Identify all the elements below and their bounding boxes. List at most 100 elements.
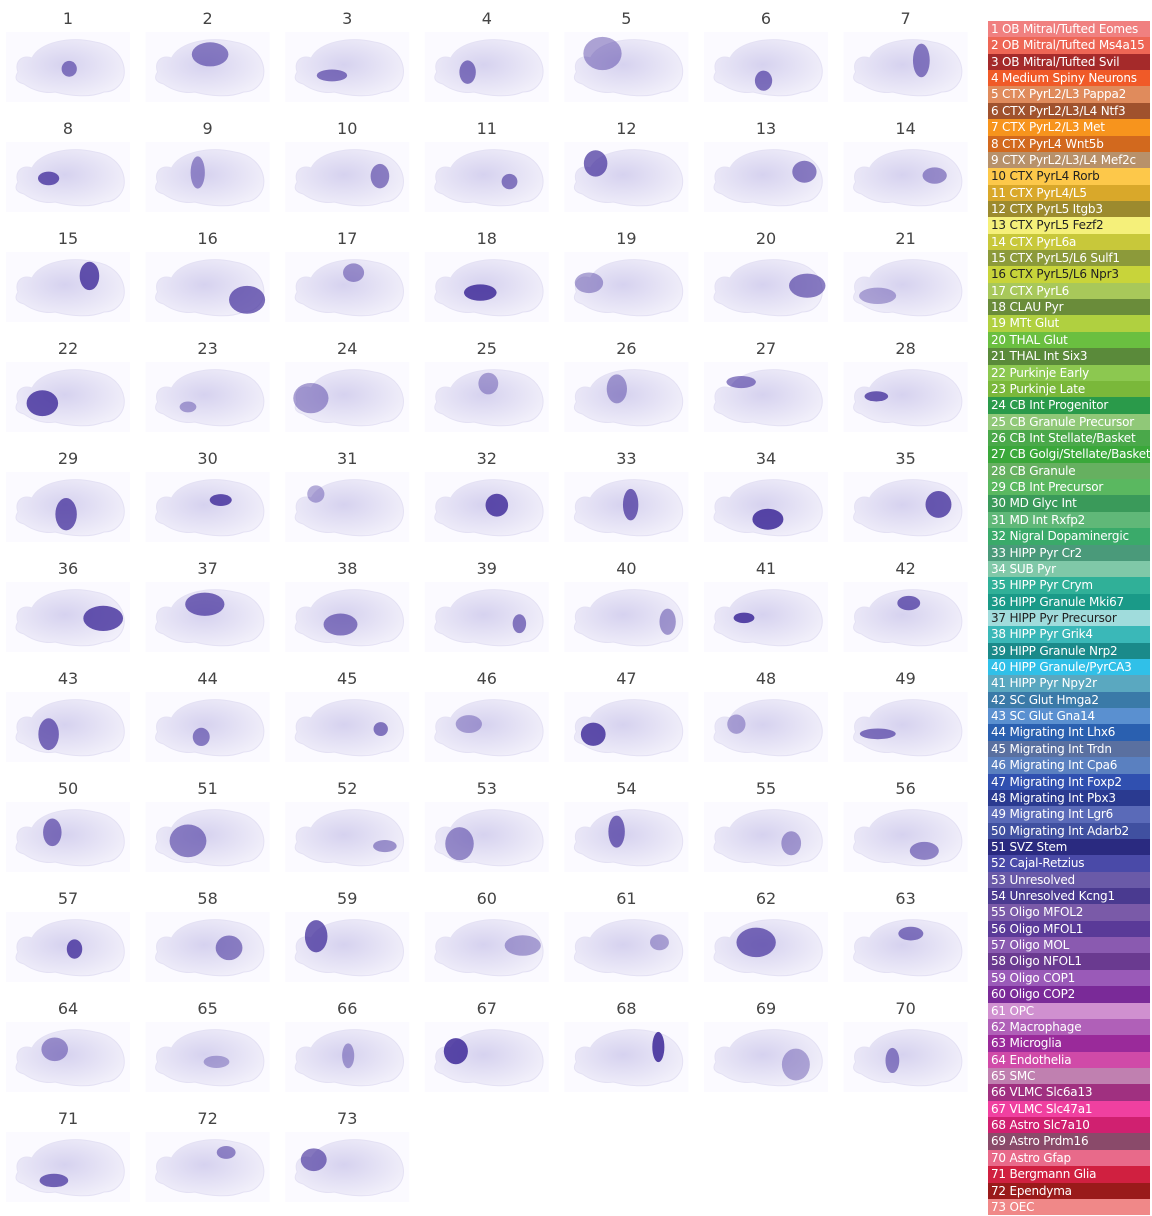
brain-image <box>564 1022 688 1092</box>
expression-spot <box>191 156 205 188</box>
expression-spot <box>782 1049 810 1081</box>
expression-spot <box>374 722 388 736</box>
panel-number: 47 <box>616 669 636 688</box>
expression-spot <box>204 1056 230 1068</box>
expression-spot <box>373 840 397 852</box>
legend-entry: 67 VLMC Slc47a1 <box>988 1101 1150 1117</box>
expression-spot <box>301 1148 327 1171</box>
brain-image <box>425 32 549 102</box>
panel-number: 50 <box>58 779 78 798</box>
panel-number: 54 <box>616 779 636 798</box>
panel-number: 55 <box>756 779 776 798</box>
legend-entry: 48 Migrating Int Pbx3 <box>988 790 1150 806</box>
expression-spot <box>456 715 482 733</box>
brain-image <box>146 1022 270 1092</box>
expression-spot <box>83 606 123 631</box>
panel-number: 61 <box>616 889 636 908</box>
brain-image <box>6 582 130 652</box>
legend-entry: 19 MTt Glut <box>988 315 1150 331</box>
legend-entry: 38 HIPP Pyr Grik4 <box>988 626 1150 642</box>
legend-entry: 63 Microglia <box>988 1035 1150 1051</box>
legend-entry: 5 CTX PyrL2/L3 Pappa2 <box>988 86 1150 102</box>
expression-spot <box>923 167 947 183</box>
brain-image <box>564 692 688 762</box>
legend-entry: 47 Migrating Int Foxp2 <box>988 774 1150 790</box>
brain-image <box>6 362 130 432</box>
expression-spot <box>317 70 347 82</box>
brain-image <box>704 32 828 102</box>
panel-number: 48 <box>756 669 776 688</box>
panel-number: 3 <box>342 9 352 28</box>
legend-entry: 28 CB Granule <box>988 463 1150 479</box>
panel-number: 58 <box>197 889 217 908</box>
legend-entry: 37 HIPP Pyr Precursor <box>988 610 1150 626</box>
panel-number: 9 <box>203 119 213 138</box>
legend-entry: 17 CTX PyrL6 <box>988 283 1150 299</box>
panel-number: 66 <box>337 999 357 1018</box>
panel-number: 20 <box>756 229 776 248</box>
panel-number: 70 <box>895 999 915 1018</box>
panel-number: 11 <box>477 119 497 138</box>
brain-image <box>285 1132 409 1202</box>
panel-number: 30 <box>197 449 217 468</box>
legend-entry: 64 Endothelia <box>988 1052 1150 1068</box>
expression-spot <box>170 824 207 857</box>
legend-entry: 32 Nigral Dopaminergic <box>988 528 1150 544</box>
brain-image <box>844 362 968 432</box>
legend-entry: 20 THAL Glut <box>988 332 1150 348</box>
brain-image <box>146 252 270 322</box>
panel-number: 1 <box>63 9 73 28</box>
brain-image <box>564 472 688 542</box>
panel-number: 22 <box>58 339 78 358</box>
legend-entry: 61 OPC <box>988 1003 1150 1019</box>
panel-number: 36 <box>58 559 78 578</box>
legend-entry: 12 CTX PyrL5 Itgb3 <box>988 201 1150 217</box>
expression-spot <box>192 42 229 66</box>
expression-spot <box>652 1032 664 1062</box>
panel-number: 2 <box>203 9 213 28</box>
legend-entry: 36 HIPP Granule Mki67 <box>988 594 1150 610</box>
panel-number: 56 <box>895 779 915 798</box>
brain-image <box>425 582 549 652</box>
panel-number: 63 <box>895 889 915 908</box>
legend-entry: 59 Oligo COP1 <box>988 970 1150 986</box>
brain-image <box>704 472 828 542</box>
panel-number: 73 <box>337 1109 357 1128</box>
panel-number: 60 <box>477 889 497 908</box>
expression-spot <box>926 491 952 518</box>
panel-number: 8 <box>63 119 73 138</box>
brain-image <box>844 252 968 322</box>
brain-image <box>704 1022 828 1092</box>
brain-image <box>425 472 549 542</box>
brain-image <box>285 582 409 652</box>
brain-image <box>564 912 688 982</box>
brain-image <box>704 802 828 872</box>
expression-spot <box>478 373 498 395</box>
legend-entry: 11 CTX PyrL4/L5 <box>988 185 1150 201</box>
legend-entry: 13 CTX PyrL5 Fezf2 <box>988 217 1150 233</box>
brain-image <box>6 1132 130 1202</box>
brain-image <box>704 142 828 212</box>
panel-number: 34 <box>756 449 776 468</box>
legend-entry: 10 CTX PyrL4 Rorb <box>988 168 1150 184</box>
brain-image <box>146 472 270 542</box>
expression-spot <box>502 174 518 189</box>
legend-entry: 26 CB Int Stellate/Basket <box>988 430 1150 446</box>
expression-spot <box>584 150 608 176</box>
panel-number: 15 <box>58 229 78 248</box>
expression-spot <box>505 935 541 956</box>
brain-image <box>285 472 409 542</box>
brain-image <box>6 32 130 102</box>
legend-entry: 8 CTX PyrL4 Wnt5b <box>988 136 1150 152</box>
panel-number: 25 <box>477 339 497 358</box>
panel-number: 67 <box>477 999 497 1018</box>
legend-entry: 43 SC Glut Gna14 <box>988 708 1150 724</box>
expression-spot <box>792 161 816 183</box>
expression-spot <box>343 263 364 282</box>
panel-number: 45 <box>337 669 357 688</box>
panel-number: 14 <box>895 119 915 138</box>
expression-spot <box>755 71 772 91</box>
brain-image <box>285 32 409 102</box>
brain-image <box>704 912 828 982</box>
legend-entry: 39 HIPP Granule Nrp2 <box>988 643 1150 659</box>
